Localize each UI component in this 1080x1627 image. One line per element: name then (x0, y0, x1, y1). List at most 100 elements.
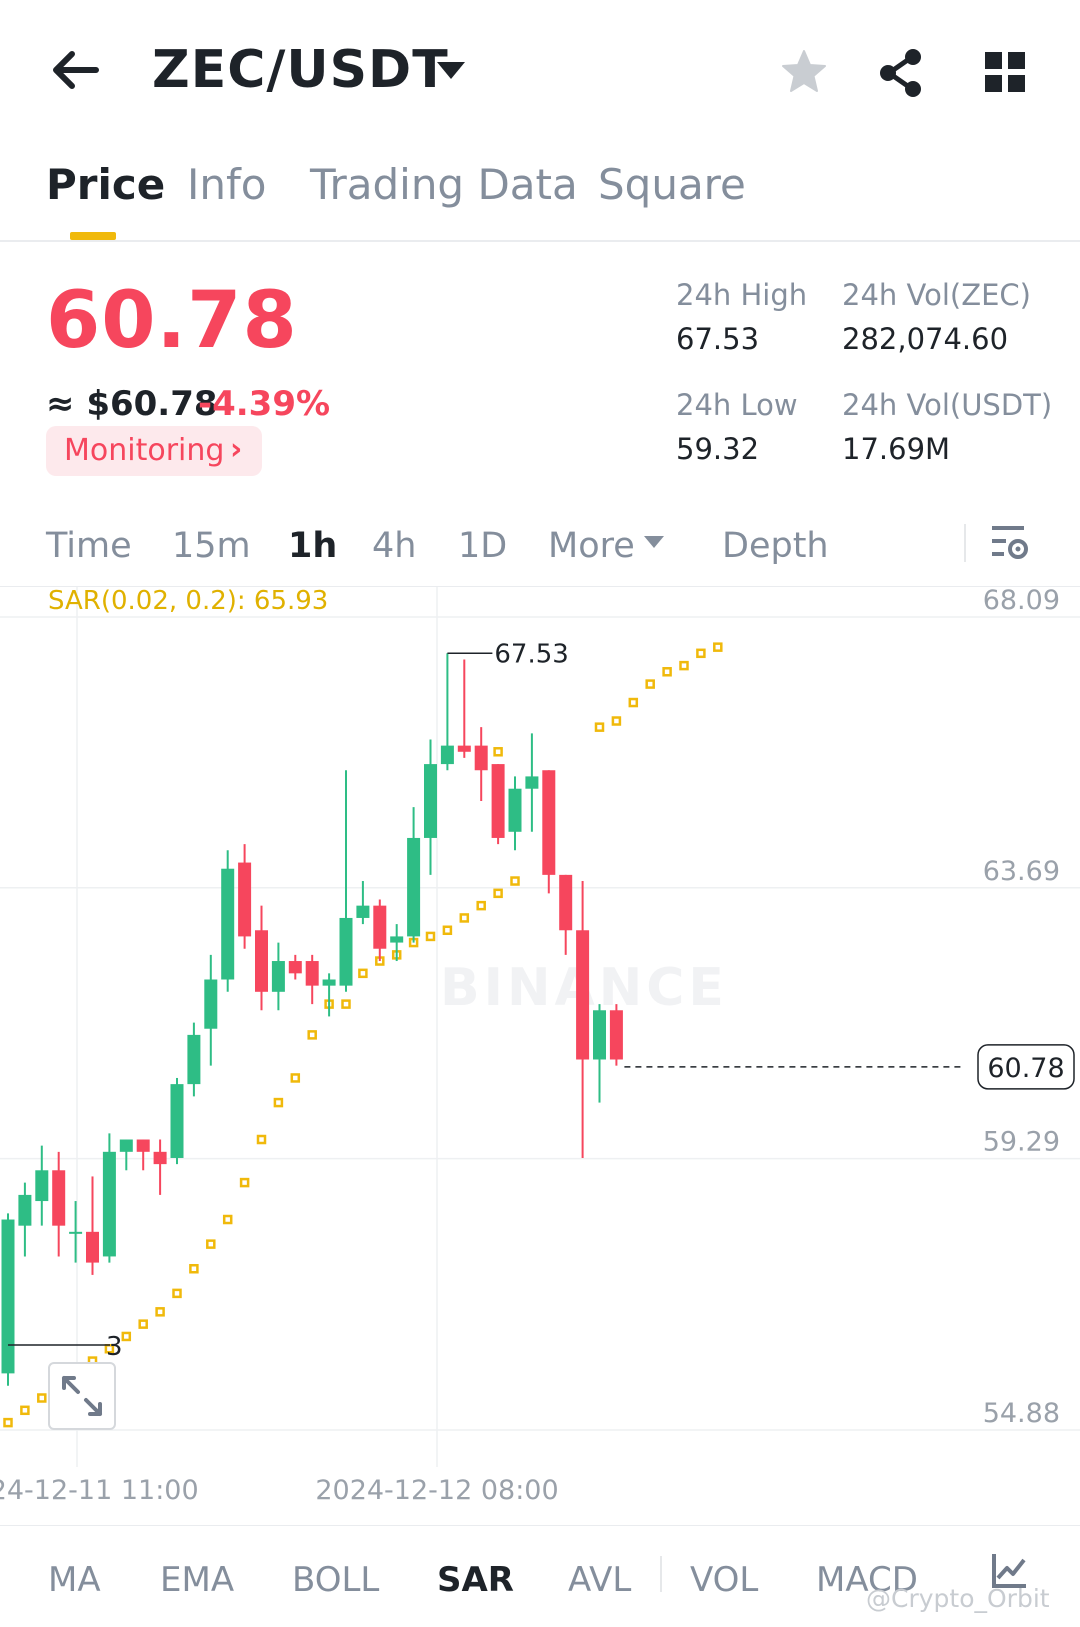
candle-body (1, 1219, 15, 1374)
trading-pair-title[interactable]: ZEC/USDT (152, 40, 449, 100)
y-axis-tick-label: 54.88 (983, 1398, 1060, 1429)
chevron-right-icon[interactable]: › (230, 432, 243, 467)
sar-indicator-label: SAR(0.02, 0.2): 65.93 (48, 587, 328, 616)
indicator-ema[interactable]: EMA (160, 1560, 235, 1600)
candle-body (69, 1231, 83, 1234)
candle-body (187, 1034, 201, 1085)
sar-dot (256, 1134, 267, 1145)
sar-dot (172, 1288, 182, 1299)
sar-dot (493, 747, 503, 757)
sar-dot (290, 1073, 301, 1083)
indicator-sar[interactable]: SAR (437, 1560, 514, 1600)
low-value: 59.32 (676, 432, 760, 466)
candle-body (255, 930, 268, 992)
indicator-ma[interactable]: MA (48, 1560, 101, 1600)
indicator-boll[interactable]: BOLL (292, 1560, 380, 1600)
candle-body (542, 770, 556, 875)
divider (0, 586, 1080, 587)
tab-trading-data[interactable]: Trading Data (310, 160, 578, 209)
vol-quote-label: 24h Vol(USDT) (842, 388, 1053, 422)
candle-body (322, 979, 336, 986)
candle-body (474, 745, 488, 771)
sar-dot (341, 999, 351, 1009)
monitoring-button[interactable] (46, 426, 262, 476)
candle-body (204, 979, 218, 1029)
depth-tab[interactable]: Depth (722, 526, 829, 566)
star-icon[interactable] (780, 48, 828, 96)
grid-icon[interactable] (985, 52, 1025, 92)
candle-body (221, 868, 235, 980)
active-tab-indicator (70, 232, 116, 240)
sar-dot (307, 1030, 317, 1040)
candle-body (18, 1194, 32, 1226)
interval-15m[interactable]: 15m (172, 526, 251, 566)
candle-body (424, 764, 437, 838)
sar-dot (138, 1319, 148, 1329)
candle-body (170, 1084, 184, 1158)
drawing-tools-icon[interactable] (990, 1552, 1028, 1592)
fullscreen-button[interactable] (48, 1362, 116, 1430)
tab-price[interactable]: Price (46, 160, 166, 209)
sar-dot (37, 1393, 47, 1403)
price-change-percent: -4.39% (198, 384, 331, 424)
candlestick-chart[interactable]: BINANCESAR(0.02, 0.2): 65.9368.0963.6959… (0, 587, 1080, 1525)
candle-body (576, 930, 590, 1060)
watermark: @Crypto_Orbit (866, 1584, 1050, 1613)
sar-dot (425, 931, 436, 942)
candle-body (407, 837, 421, 937)
usd-price: ≈ $60.78 (46, 384, 218, 424)
min-price-label: 3 (106, 1332, 123, 1362)
candle-body (102, 1151, 116, 1257)
expand-icon[interactable] (50, 1364, 114, 1428)
chevron-down-icon[interactable] (437, 62, 465, 79)
tab-info[interactable]: Info (187, 160, 267, 209)
sar-dot (662, 667, 672, 677)
low-label: 24h Low (676, 388, 798, 422)
interval-1d[interactable]: 1D (458, 526, 508, 566)
divider (0, 1525, 1080, 1526)
indicator-macd[interactable]: MACD (816, 1560, 918, 1600)
candle-body (356, 905, 370, 918)
candle-body (238, 862, 252, 937)
y-axis-tick-label: 63.69 (983, 856, 1060, 887)
candle-body (52, 1170, 66, 1226)
y-axis-tick-label: 68.09 (983, 587, 1060, 616)
tab-square[interactable]: Square (598, 160, 746, 209)
sar-dot (189, 1264, 199, 1274)
candle-body (35, 1170, 49, 1202)
sar-dot (222, 1214, 233, 1225)
sar-dot (645, 679, 655, 689)
chart-settings-icon[interactable] (990, 522, 1030, 564)
interval-1h[interactable]: 1h (288, 526, 338, 566)
sar-dot (713, 642, 723, 652)
sar-dot (493, 888, 503, 899)
back-arrow-icon[interactable] (50, 48, 100, 92)
sar-dot (206, 1239, 216, 1249)
interval-time[interactable]: Time (46, 526, 132, 566)
candle-body (559, 874, 573, 931)
candle-body (153, 1151, 167, 1165)
candle-body (136, 1139, 150, 1152)
candle-body (339, 917, 353, 986)
indicator-avl[interactable]: AVL (568, 1560, 632, 1600)
indicator-vol[interactable]: VOL (690, 1560, 759, 1600)
sar-dot (121, 1331, 132, 1342)
sar-dot (594, 722, 605, 732)
candle-body (86, 1231, 99, 1263)
more-caret-icon[interactable] (644, 536, 664, 548)
x-axis-tick-label: 2024-12-11 11:00 (0, 1475, 199, 1506)
monitoring-label[interactable]: Monitoring (64, 433, 225, 468)
interval-more[interactable]: More (548, 526, 635, 566)
sar-dot (20, 1405, 30, 1416)
sar-dot (679, 660, 689, 671)
sar-dot (155, 1307, 165, 1317)
candle-body (440, 745, 454, 765)
candle-body (491, 764, 505, 838)
share-icon[interactable] (878, 48, 924, 98)
candle-body (508, 788, 522, 832)
last-price: 60.78 (46, 276, 298, 366)
current-price-tag (977, 1044, 1075, 1090)
interval-4h[interactable]: 4h (372, 526, 417, 566)
candle-body (373, 905, 387, 949)
candle-body (390, 936, 404, 943)
